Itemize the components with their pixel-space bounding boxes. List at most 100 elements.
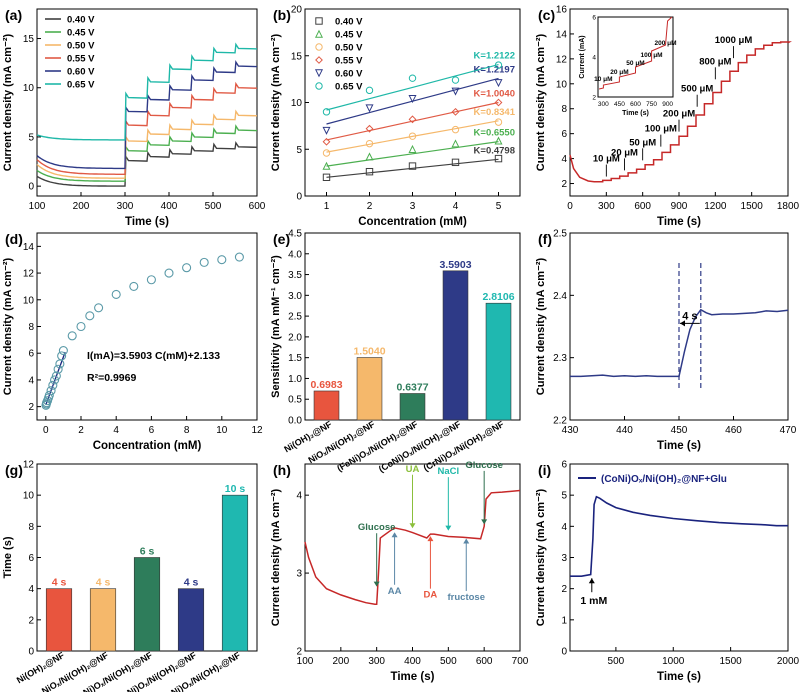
bar-0 — [45, 588, 73, 652]
data-point — [408, 115, 417, 124]
x-tick-label: 12 — [251, 425, 263, 436]
y-tick-label: 6 — [561, 129, 567, 140]
y-tick-label: 12 — [23, 269, 35, 280]
x-tick-label: 2 — [367, 201, 373, 212]
y-tick-label: 15 — [291, 51, 303, 62]
y-tick-label: 14 — [23, 242, 35, 253]
bar-1 — [356, 357, 383, 421]
legend-entry: 0.55 V — [67, 54, 95, 65]
panel-i-frame — [569, 463, 789, 652]
data-point — [46, 386, 56, 396]
x-tick-label: 3 — [410, 201, 416, 212]
current-trace — [570, 308, 789, 378]
y-tick-label: 4 — [561, 522, 567, 533]
panel-a: 100 200 300 400 500 600 0 5 10 15 Time (s) Current … — [2, 7, 266, 228]
data-point — [365, 139, 374, 148]
inset-x-tick-label: 600 — [630, 101, 641, 108]
x-tick-label: 600 — [476, 656, 493, 667]
inset-x-tick-label: 300 — [598, 101, 609, 108]
y-tick-label: 3 — [296, 569, 302, 580]
data-point — [365, 86, 374, 95]
x-tick-label: 400 — [161, 201, 178, 212]
y-tick-label: 4.5 — [288, 229, 302, 240]
panel-label: (d) — [5, 231, 23, 247]
y-tick-label: 4 — [28, 375, 34, 386]
bar-value-label: 1.5040 — [353, 346, 385, 358]
x-axis-label: Time (s) — [125, 216, 169, 228]
data-point — [494, 136, 503, 145]
fit-r2: R²=0.9969 — [87, 372, 136, 384]
y-tick-label: 4.0 — [288, 249, 302, 260]
panel-label: (c) — [538, 7, 555, 23]
bar-value-label: 2.8106 — [482, 291, 514, 303]
legend-entry: (CoNi)Oₓ/Ni(OH)₂@NF+Glu — [601, 474, 727, 485]
data-point — [314, 69, 324, 78]
x-tick-label: 430 — [562, 425, 579, 436]
y-tick-label: 3 — [561, 553, 567, 564]
y-tick-label: 14 — [556, 29, 568, 40]
x-tick-label: 1000 — [662, 656, 685, 667]
fit-line-0.40 V — [326, 158, 499, 178]
y-tick-label: 8 — [28, 522, 34, 533]
x-tick-label: 500 — [440, 656, 457, 667]
inset-x-tick-label: 750 — [646, 101, 657, 108]
panel-label: (b) — [273, 7, 291, 23]
data-point — [494, 98, 503, 107]
x-tick-label: 450 — [671, 425, 688, 436]
data-point — [50, 375, 60, 385]
inset-annotation: 200 μM — [654, 40, 676, 47]
y-tick-label: 0 — [28, 182, 34, 193]
y-tick-label: 2 — [561, 179, 567, 190]
interferent-label: Glucose — [465, 460, 503, 471]
panel-e: 0.0 0.5 1.0 1.5 2.0 2.5 3.0 3.5 4.0 4.5 Sensitivit… — [270, 229, 521, 474]
data-point — [164, 268, 174, 278]
x-tick-label: 500 — [205, 201, 222, 212]
bar-2 — [399, 393, 426, 421]
x-tick-label: 700 — [512, 656, 529, 667]
data-point — [365, 124, 374, 133]
interferent-label: DA — [424, 590, 438, 601]
slope-label: K=0.4798 — [474, 145, 515, 156]
x-axis-label: Time (s) — [657, 216, 701, 228]
y-tick-label: 10 — [23, 83, 35, 94]
fit-line-0.50 V — [326, 120, 499, 153]
data-point — [315, 43, 323, 51]
data-point — [322, 137, 331, 146]
x-tick-label: 6 — [149, 425, 155, 436]
y-tick-label: 1.0 — [288, 374, 302, 385]
data-point — [494, 118, 503, 126]
data-point — [315, 17, 323, 25]
x-tick-label: 1500 — [720, 656, 743, 667]
y-tick-label: 10 — [23, 295, 35, 306]
data-point — [146, 275, 156, 285]
y-tick-label: 0 — [28, 647, 34, 658]
slope-label: K=0.6550 — [474, 128, 515, 139]
annotation-label: 200 μM — [663, 109, 695, 120]
fit-line — [45, 351, 66, 406]
data-point — [182, 263, 192, 273]
y-axis-label: Current density (mA cm⁻²) — [535, 257, 547, 395]
data-point — [85, 311, 95, 321]
data-point — [315, 56, 323, 64]
x-tick-label: 4 — [113, 425, 119, 436]
data-point — [94, 303, 104, 313]
x-tick-label: 1200 — [704, 201, 727, 212]
y-tick-label: 20 — [291, 5, 303, 16]
legend-entry: 0.65 V — [67, 80, 95, 91]
y-tick-label: 3.0 — [288, 291, 302, 302]
bar-value-label: 4 s — [96, 577, 111, 589]
inset-annotation: 10 μM — [594, 76, 612, 83]
inset-x-tick-label: 450 — [614, 101, 625, 108]
series-line-0.50 V — [36, 109, 258, 179]
interferent-arrowhead — [445, 525, 452, 531]
interferent-label: Glucose — [358, 522, 396, 533]
x-tick-label: 500 — [608, 656, 625, 667]
interferent-label: NaCl — [438, 466, 460, 477]
x-tick-label: 440 — [616, 425, 633, 436]
bar-value-label: 4 s — [52, 577, 67, 589]
x-tick-label: 10 — [216, 425, 228, 436]
legend-entry: 0.50 V — [335, 43, 363, 54]
x-tick-label: 5 — [496, 201, 502, 212]
data-point — [129, 281, 139, 291]
